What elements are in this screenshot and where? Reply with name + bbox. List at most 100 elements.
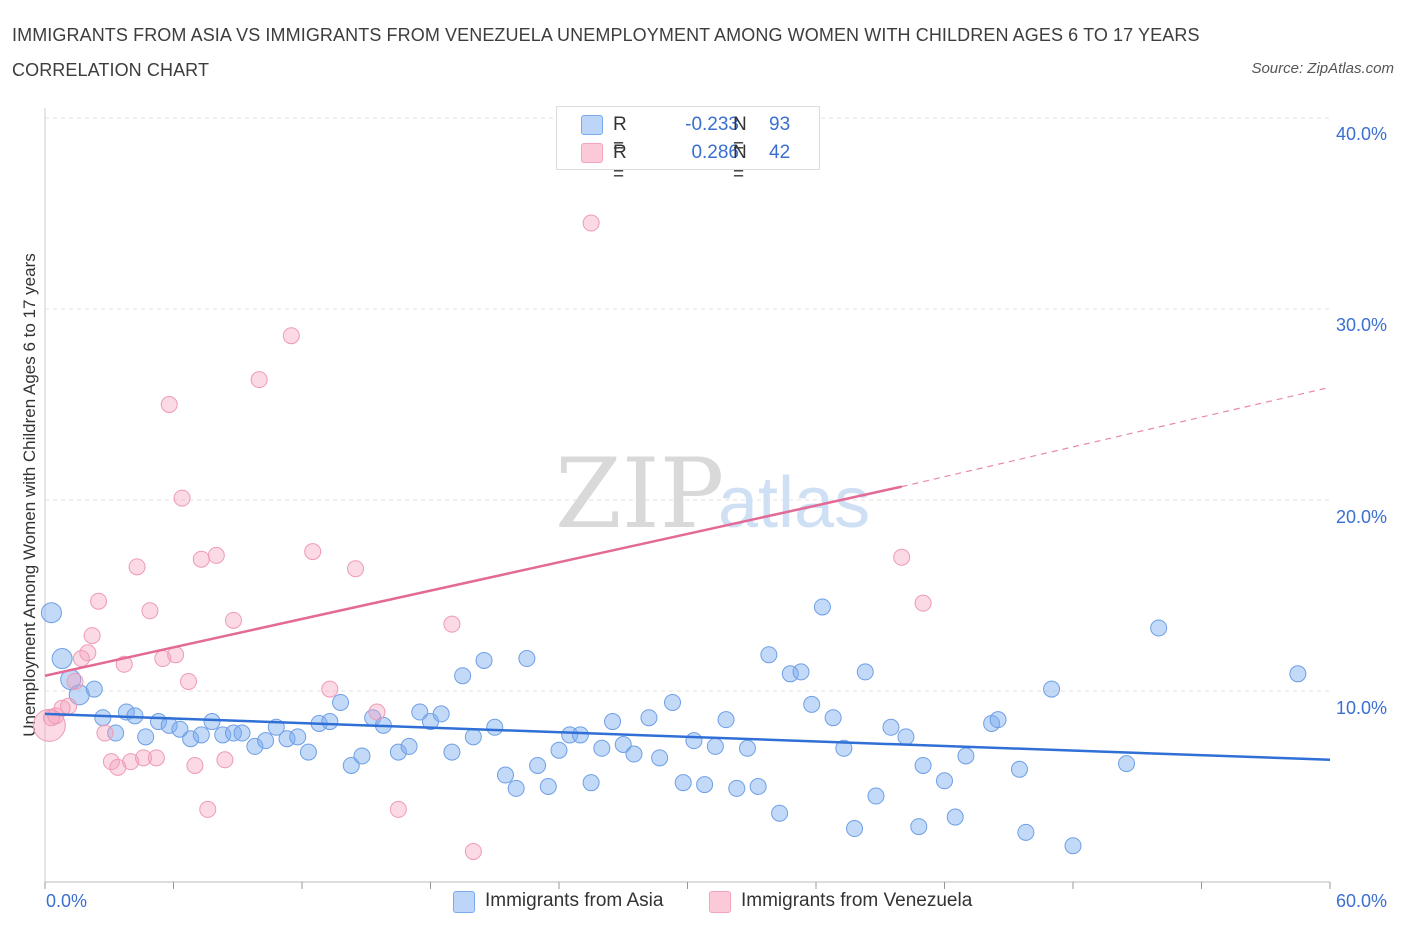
data-point-asia (475, 651, 493, 669)
data-point-asia (214, 726, 232, 744)
data-point-venezuela (282, 327, 300, 345)
data-point-venezuela (368, 703, 386, 721)
data-point-venezuela (186, 756, 204, 774)
data-point-asia (614, 735, 632, 753)
data-point-asia (257, 732, 275, 750)
trend-line-venezuela-extension (901, 386, 1331, 488)
data-point-asia (781, 665, 799, 683)
data-point-asia (464, 728, 482, 746)
data-point-asia (946, 808, 964, 826)
chart-title: IMMIGRANTS FROM ASIA VS IMMIGRANTS FROM … (12, 25, 1200, 80)
data-point-venezuela (66, 672, 84, 690)
data-point-venezuela (304, 543, 322, 561)
x-tick-label-max: 60.0% (1336, 891, 1388, 911)
data-point-asia (813, 598, 831, 616)
data-point-asia (1289, 665, 1307, 683)
data-point-venezuela (141, 602, 159, 620)
data-point-asia (835, 739, 853, 757)
legend-r-value-asia: -0.233 (685, 114, 739, 135)
data-point-venezuela (42, 709, 60, 727)
legend-swatch-asia (581, 115, 603, 135)
data-point-asia (94, 709, 112, 727)
data-point-asia (696, 776, 714, 794)
data-point-asia (299, 743, 317, 761)
data-point-venezuela (216, 751, 234, 769)
legend-n-label: N = (733, 142, 747, 185)
data-point-asia (706, 737, 724, 755)
data-point-asia (289, 728, 307, 746)
x-tick-label-min: 0.0% (46, 891, 88, 911)
data-points (32, 214, 1307, 860)
data-point-asia (717, 711, 735, 729)
data-point-venezuela (192, 550, 210, 568)
trend-line-asia (44, 712, 1331, 762)
data-point-asia (1010, 760, 1028, 778)
data-point-asia (957, 747, 975, 765)
data-point-asia (664, 693, 682, 711)
data-point-asia (867, 787, 885, 805)
data-point-asia (539, 778, 557, 795)
data-point-venezuela (893, 548, 911, 566)
data-point-asia (332, 693, 350, 711)
data-point-asia (803, 695, 821, 713)
data-point-venezuela (147, 749, 165, 767)
data-point-asia (582, 774, 600, 792)
y-tick-label-30: 30.0% (1336, 315, 1388, 335)
data-point-asia (897, 728, 915, 746)
data-point-asia (137, 728, 155, 746)
grid-lines (45, 117, 1330, 692)
trend-lines (44, 386, 1331, 762)
data-point-venezuela (90, 592, 108, 610)
data-point-venezuela (128, 558, 146, 576)
data-point-asia (400, 737, 418, 755)
y-tick-label-10: 10.0% (1336, 698, 1388, 718)
data-point-asia (571, 726, 589, 744)
data-point-venezuela (102, 753, 120, 771)
correlation-legend: R = -0.233 N = 93 R = 0.286 N = 42 (556, 106, 820, 185)
data-point-asia (550, 741, 568, 759)
data-point-asia (443, 743, 461, 761)
data-point-asia (640, 709, 658, 727)
data-point-asia (760, 646, 778, 664)
data-point-venezuela (914, 594, 932, 612)
data-point-venezuela (207, 546, 225, 564)
data-point-venezuela (199, 800, 217, 818)
data-point-venezuela (79, 644, 97, 662)
data-point-asia (593, 739, 611, 757)
data-point-asia (321, 713, 339, 731)
data-point-asia (771, 804, 789, 822)
data-point-asia (182, 730, 200, 748)
data-point-venezuela (347, 560, 365, 578)
data-point-venezuela (321, 680, 339, 698)
data-point-asia (792, 663, 810, 681)
axes (44, 108, 1331, 889)
legend-n-value-venezuela: 42 (769, 142, 791, 163)
legend-n-value-asia: 93 (769, 114, 791, 135)
data-point-asia (353, 747, 371, 765)
data-point-venezuela (135, 749, 153, 767)
data-point-asia (51, 648, 73, 670)
data-point-asia (728, 779, 746, 797)
watermark: ZIP atlas (555, 438, 870, 550)
bottom-legend-label-asia: Immigrants from Asia (485, 890, 664, 911)
data-point-asia (192, 726, 210, 744)
data-point-asia (171, 720, 189, 738)
trend-line-venezuela (44, 485, 902, 677)
data-point-asia (1150, 619, 1168, 637)
data-point-venezuela (122, 753, 140, 771)
legend-n-label: N = (733, 114, 747, 157)
data-point-asia (604, 713, 622, 731)
legend-r-label: R = (613, 142, 627, 185)
data-point-asia (856, 663, 874, 681)
data-point-asia (685, 732, 703, 750)
watermark-atlas: atlas (718, 463, 870, 543)
data-point-asia (1043, 680, 1061, 698)
data-point-asia (910, 818, 928, 836)
y-tick-label-40: 40.0% (1336, 124, 1388, 144)
data-point-asia (529, 756, 547, 774)
data-point-asia (1118, 755, 1136, 773)
data-point-asia (246, 737, 264, 755)
bottom-legend-label-venezuela: Immigrants from Venezuela (741, 890, 973, 911)
data-point-asia (1017, 823, 1035, 841)
